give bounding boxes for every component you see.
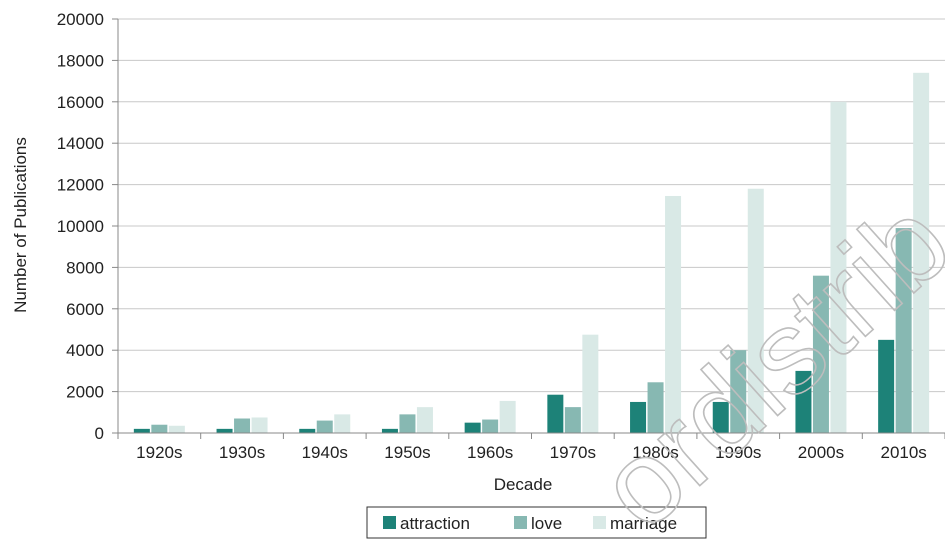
x-tick-label: 1960s [467,443,513,462]
y-tick-label: 18000 [57,51,104,70]
bars [133,72,930,434]
legend-swatch-love [514,516,527,529]
bar-attraction-1970s [547,394,564,433]
bar-attraction-2000s [795,370,812,433]
bar-attraction-1930s [216,428,233,433]
bar-love-1990s [730,350,747,433]
gridlines [118,18,945,393]
bar-marriage-2000s [830,101,847,434]
x-tick-label: 1980s [632,443,678,462]
bar-marriage-1990s [747,188,764,433]
bar-marriage-1930s [251,417,268,433]
bar-attraction-1960s [464,422,481,433]
bar-love-1980s [647,382,664,433]
y-tick-label: 8000 [66,258,104,277]
legend: attraction love marriage [366,506,707,539]
y-tick-label: 16000 [57,93,104,112]
bar-love-1960s [482,419,499,433]
x-axis-title: Decade [494,475,553,494]
legend-label-marriage: marriage [610,514,677,533]
bar-marriage-1960s [499,400,516,433]
x-tick-label: 1970s [550,443,596,462]
bar-marriage-1980s [665,195,682,433]
y-axis-title: Number of Publications [11,137,30,313]
legend-box [366,506,707,539]
legend-label-love: love [531,514,562,533]
y-tick-labels: 0 2000 4000 6000 8000 10000 12000 14000 16000 180… [57,10,118,443]
bar-marriage-1920s [168,425,185,433]
y-tick-label: 6000 [66,300,104,319]
bar-attraction-1990s [712,401,729,433]
x-tick-label: 1940s [302,443,348,462]
legend-label-attraction: attraction [400,514,470,533]
bar-attraction-2010s [878,339,895,433]
bar-marriage-1970s [582,334,599,433]
x-tick-label: 1990s [715,443,761,462]
x-tick-label: 1920s [136,443,182,462]
legend-swatch-attraction [383,516,396,529]
y-tick-label: 20000 [57,10,104,29]
bar-attraction-1940s [299,428,316,433]
y-tick-label: 4000 [66,341,104,360]
bar-attraction-1980s [630,401,647,433]
y-tick-label: 12000 [57,176,104,195]
legend-swatch-marriage [593,516,606,529]
bar-love-1950s [399,414,416,433]
x-tick-labels: 1920s 1930s 1940s 1950s 1960s 1970s 1980s 1990s… [117,433,945,462]
y-tick-label: 0 [95,424,104,443]
bar-attraction-1950s [381,428,398,433]
bar-marriage-1950s [416,407,433,433]
bar-marriage-1940s [334,414,351,433]
y-tick-label: 14000 [57,134,104,153]
bar-love-2000s [812,275,829,433]
bar-love-2010s [895,228,912,433]
x-tick-label: 1930s [219,443,265,462]
x-tick-label: 1950s [384,443,430,462]
bar-attraction-1920s [133,428,150,433]
x-tick-label: 2000s [798,443,844,462]
y-tick-label: 10000 [57,217,104,236]
bar-marriage-2010s [913,72,930,433]
bar-love-1920s [151,424,168,433]
bar-love-1930s [234,418,251,433]
x-tick-label: 2010s [880,443,926,462]
y-tick-label: 2000 [66,383,104,402]
bar-love-1940s [316,420,333,433]
bar-love-1970s [564,407,581,433]
